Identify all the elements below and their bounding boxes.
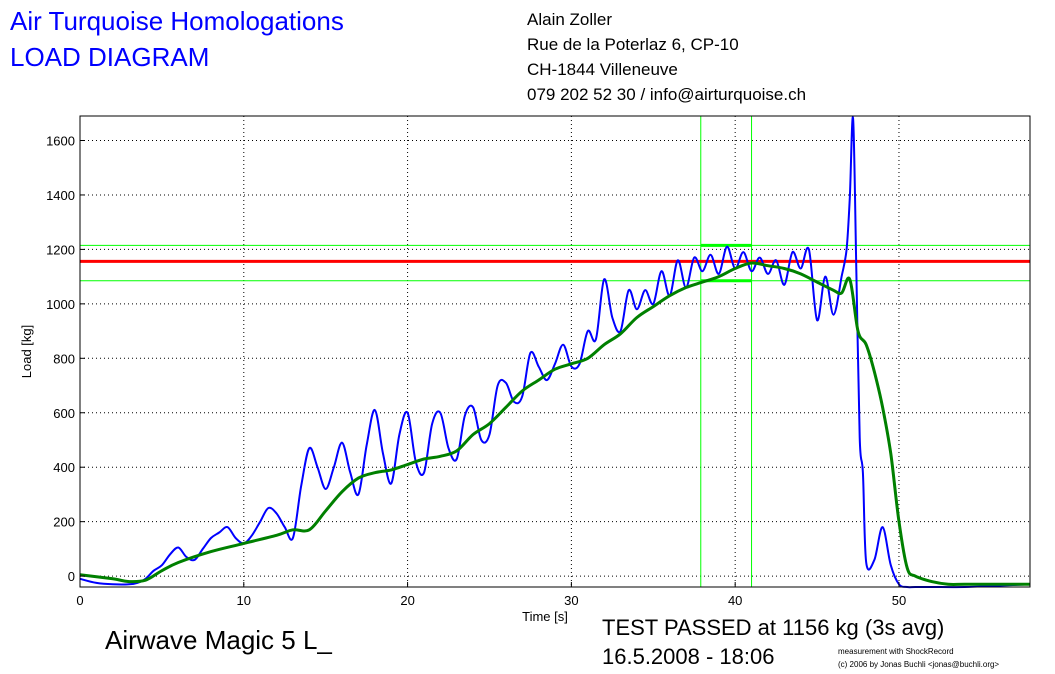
address-line-2: Rue de la Poterlaz 6, CP-10 [527, 35, 739, 54]
x-axis-label: Time [s] [522, 609, 568, 624]
x-tick-label: 40 [728, 593, 742, 608]
test-datetime: 16.5.2008 - 18:06 [602, 644, 775, 669]
x-tick-label: 0 [76, 593, 83, 608]
product-name: Airwave Magic 5 L_ [105, 625, 332, 655]
credit-line-1: measurement with ShockRecord [838, 647, 954, 656]
y-tick-label: 600 [53, 406, 75, 421]
x-tick-label: 10 [237, 593, 251, 608]
x-tick-label: 30 [564, 593, 578, 608]
y-tick-label: 200 [53, 515, 75, 530]
y-tick-label: 400 [53, 460, 75, 475]
x-tick-label: 20 [400, 593, 414, 608]
y-tick-label: 0 [68, 569, 75, 584]
y-axis-label: Load [kg] [19, 325, 34, 379]
y-tick-label: 1000 [46, 297, 75, 312]
y-tick-label: 1200 [46, 242, 75, 257]
test-status: TEST PASSED at 1156 kg (3s avg) [602, 615, 945, 640]
credit-line-2: (c) 2006 by Jonas Buchli <jonas@buchli.o… [838, 660, 1000, 669]
address-line-1: Alain Zoller [527, 10, 613, 29]
y-tick-label: 800 [53, 351, 75, 366]
raw-load-line [79, 116, 1031, 589]
y-tick-label: 1600 [46, 134, 75, 149]
report-title: Air Turquoise Homologations [10, 6, 344, 36]
y-tick-label: 1400 [46, 188, 75, 203]
address-line-3: CH-1844 Villeneuve [527, 60, 678, 79]
average-load-line [79, 261, 1030, 586]
x-tick-label: 50 [892, 593, 906, 608]
report-subtitle: LOAD DIAGRAM [10, 42, 210, 72]
plot-frame [79, 115, 1031, 588]
address-line-4: 079 202 52 30 / info@airturquoise.ch [527, 85, 807, 104]
